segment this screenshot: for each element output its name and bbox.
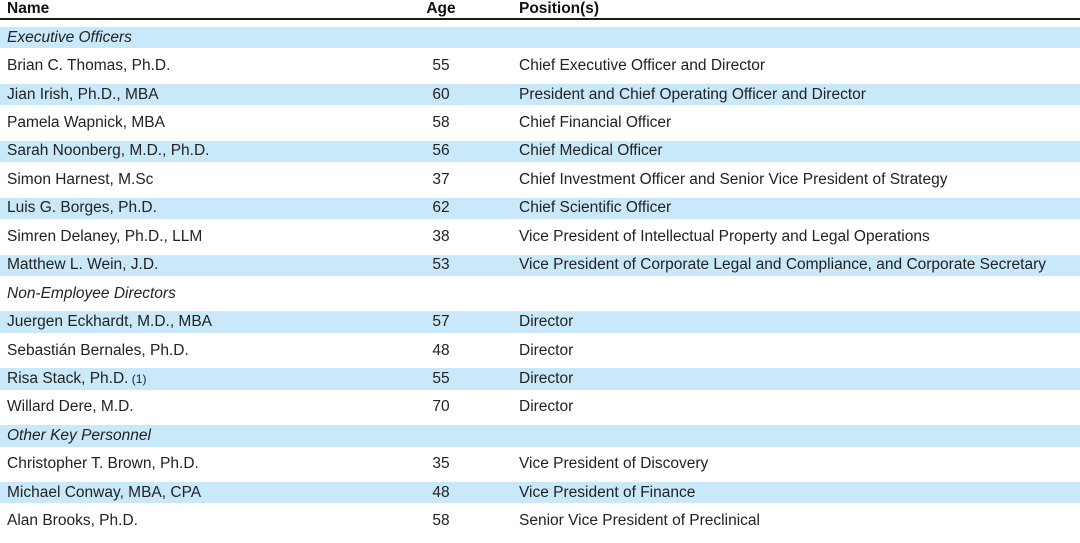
age-cell: 57 — [432, 313, 450, 331]
section-row: Non-Employee Directors — [0, 278, 1080, 308]
name-cell: Pamela Wapnick, MBA — [7, 114, 165, 132]
position-cell: Vice President of Discovery — [519, 455, 709, 473]
section-label: Other Key Personnel — [7, 426, 151, 444]
age-cell: 70 — [432, 398, 450, 416]
table-row: Matthew L. Wein, J.D. 53 Vice President of… — [0, 250, 1080, 279]
table-row: Simren Delaney, Ph.D., LLM 38 Vice Preside… — [0, 222, 1080, 251]
age-cell: 55 — [432, 369, 450, 387]
name-cell: Matthew L. Wein, J.D. — [7, 256, 159, 274]
table-row: Simon Harnest, M.Sc 37 Chief Investment Of… — [0, 165, 1080, 194]
age-cell: 58 — [432, 114, 450, 132]
position-cell: Chief Scientific Officer — [519, 199, 672, 217]
position-cell: Chief Investment Officer and Senior Vice… — [519, 170, 948, 188]
age-cell: 55 — [432, 57, 450, 75]
position-cell: Senior Vice President of Preclinical — [519, 512, 760, 530]
name-cell: Jian Irish, Ph.D., MBA — [7, 85, 159, 103]
section-label: Executive Officers — [7, 28, 132, 46]
age-cell: 35 — [432, 455, 450, 473]
column-header-name: Name — [7, 0, 50, 17]
age-cell: 48 — [432, 341, 450, 359]
age-cell: 60 — [432, 85, 450, 103]
age-cell: 56 — [432, 142, 450, 160]
table-row: Michael Conway, MBA, CPA 48 Vice President… — [0, 478, 1080, 507]
name-cell: Simon Harnest, M.Sc — [7, 170, 154, 188]
position-cell: Director — [519, 341, 574, 359]
age-cell: 38 — [432, 227, 450, 245]
table-row: Pamela Wapnick, MBA 58 Chief Financial Off… — [0, 108, 1080, 137]
age-cell: 48 — [432, 483, 450, 501]
age-cell: 62 — [432, 199, 450, 217]
position-cell: President and Chief Operating Officer an… — [519, 85, 866, 103]
position-cell: Vice President of Corporate Legal and Co… — [519, 256, 1047, 274]
table-row: Luis G. Borges, Ph.D. 62 Chief Scientific … — [0, 193, 1080, 223]
table-row: Alan Brooks, Ph.D. 58 Senior Vice Presiden… — [0, 506, 1080, 535]
position-cell: Director — [519, 398, 574, 416]
name-cell: Brian C. Thomas, Ph.D. — [7, 57, 171, 75]
name-cell: Sebastián Bernales, Ph.D. — [7, 341, 189, 359]
name-cell: Michael Conway, MBA, CPA — [7, 483, 202, 501]
position-cell: Chief Executive Officer and Director — [519, 57, 766, 75]
position-cell: Vice President of Finance — [519, 483, 696, 501]
name-cell: Risa Stack, Ph.D. (1) — [7, 369, 147, 387]
name-cell: Juergen Eckhardt, M.D., MBA — [7, 313, 213, 331]
position-cell: Chief Financial Officer — [519, 114, 672, 132]
column-header-position: Position(s) — [519, 0, 600, 17]
table-row: Brian C. Thomas, Ph.D. 55 Chief Executive … — [0, 51, 1080, 80]
table-body: Executive Officers Brian C. Thomas, Ph.D.… — [0, 23, 1080, 535]
table-header-row: Name Age Position(s) — [0, 0, 1080, 20]
table-row: Sarah Noonberg, M.D., Ph.D. 56 Chief Medic… — [0, 136, 1080, 166]
position-cell: Director — [519, 313, 574, 331]
position-cell: Chief Medical Officer — [519, 142, 663, 160]
name-cell: Willard Dere, M.D. — [7, 398, 134, 416]
table-row: Risa Stack, Ph.D. (1) 55 Director — [0, 364, 1080, 393]
name-cell: Luis G. Borges, Ph.D. — [7, 199, 157, 217]
section-row: Executive Officers — [0, 23, 1080, 52]
column-header-age: Age — [426, 0, 456, 17]
age-cell: 53 — [432, 256, 450, 274]
name-cell: Alan Brooks, Ph.D. — [7, 512, 138, 530]
position-cell: Director — [519, 369, 574, 387]
table-row: Juergen Eckhardt, M.D., MBA 57 Director — [0, 307, 1080, 336]
position-cell: Vice President of Intellectual Property … — [519, 227, 930, 245]
section-label: Non-Employee Directors — [7, 284, 176, 302]
table-row: Sebastián Bernales, Ph.D. 48 Director — [0, 335, 1080, 365]
name-cell: Simren Delaney, Ph.D., LLM — [7, 227, 203, 245]
table-row: Jian Irish, Ph.D., MBA 60 President and Ch… — [0, 79, 1080, 109]
name-cell: Christopher T. Brown, Ph.D. — [7, 455, 199, 473]
footnote-marker: (1) — [128, 371, 147, 386]
section-row: Other Key Personnel — [0, 421, 1080, 450]
table-row: Christopher T. Brown, Ph.D. 35 Vice Presid… — [0, 449, 1080, 478]
age-cell: 37 — [432, 170, 450, 188]
table-row: Willard Dere, M.D. 70 Director — [0, 392, 1080, 422]
age-cell: 58 — [432, 512, 450, 530]
name-cell: Sarah Noonberg, M.D., Ph.D. — [7, 142, 210, 160]
